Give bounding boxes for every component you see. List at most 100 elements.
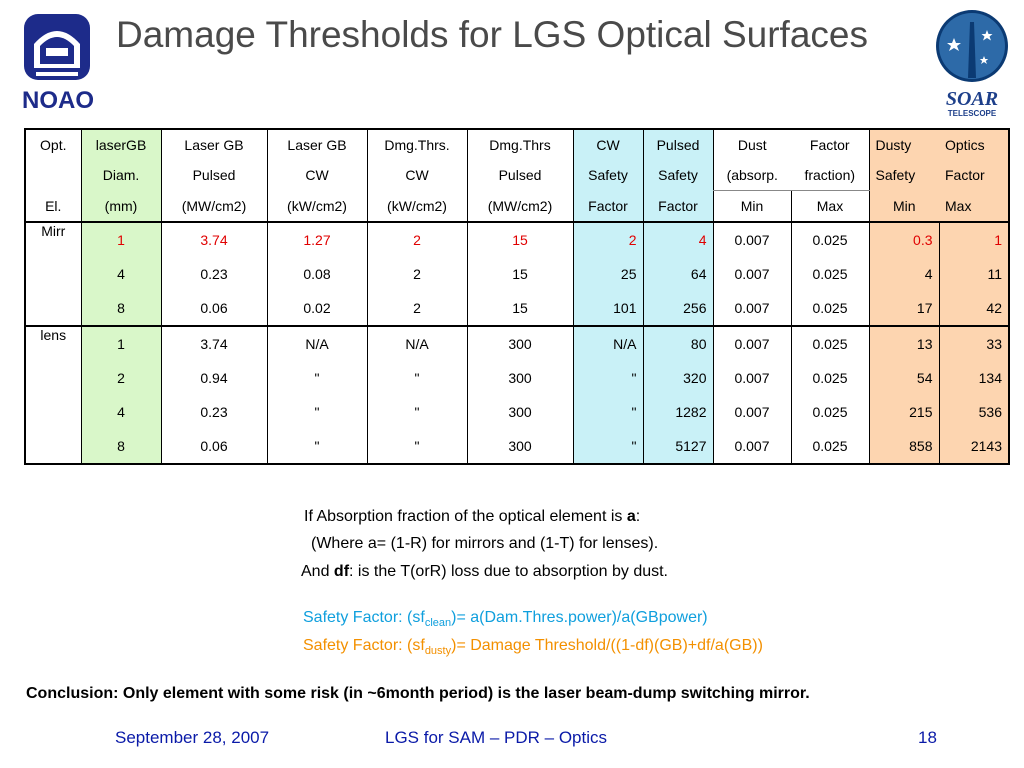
table-cell: 8 <box>80 429 161 465</box>
header-row-3: El. (mm) (MW/cm2) (kW/cm2) (kW/cm2) (MW/… <box>24 190 1010 223</box>
optical-element-label <box>24 361 81 395</box>
header-cell: (kW/cm2) <box>266 190 367 223</box>
header-cell: laserGB <box>80 128 161 160</box>
table-cell: N/A <box>572 326 643 361</box>
header-cell: (MW/cm2) <box>160 190 267 223</box>
table-cell: 11 <box>938 257 1010 291</box>
slide-title: Damage Thresholds for LGS Optical Surfac… <box>116 14 868 55</box>
safety-factor-clean: Safety Factor: (sfclean)= a(Dam.Thres.po… <box>303 609 708 630</box>
table-row: 8 0.06 " " 300 " 5127 0.007 0.025 858 2143 <box>24 429 1010 465</box>
table-cell: 4 <box>868 257 939 291</box>
table-cell: 0.007 <box>712 222 791 257</box>
table-cell: 134 <box>938 361 1010 395</box>
header-cell: Factor <box>572 190 643 223</box>
table-cell: " <box>572 395 643 429</box>
table-cell: 1 <box>80 326 161 361</box>
table-cell: 0.08 <box>266 257 367 291</box>
header-cell: CW <box>572 128 643 160</box>
table-cell: 64 <box>642 257 713 291</box>
table-cell: " <box>366 395 467 429</box>
footer-center: LGS for SAM – PDR – Optics <box>385 728 608 747</box>
table-row: lens 1 3.74 N/A N/A 300 N/A 80 0.007 0.025 13 33 <box>24 326 1010 361</box>
table-cell: 300 <box>466 326 573 361</box>
table-cell: 2 <box>80 361 161 395</box>
header-cell: Laser GB <box>266 128 367 160</box>
table-cell: 101 <box>572 291 643 327</box>
optical-element-label <box>24 257 81 291</box>
table-cell: 4 <box>80 257 161 291</box>
soar-logo-subtext: TELESCOPE <box>948 109 997 118</box>
header-cell: Diam. <box>80 160 161 191</box>
table-cell: " <box>572 361 643 395</box>
table-row: 4 0.23 0.08 2 15 25 64 0.007 0.025 4 11 <box>24 257 1010 291</box>
header-cell: (kW/cm2) <box>366 190 467 223</box>
table-cell: N/A <box>266 326 367 361</box>
header-cell: Factor <box>939 160 1010 191</box>
table-cell: 1 <box>80 222 161 257</box>
header-cell: Factor <box>791 128 869 160</box>
table-cell: 0.025 <box>790 257 869 291</box>
table-cell: 1.27 <box>266 222 367 257</box>
table-cell: 0.007 <box>712 361 791 395</box>
header-cell: (mm) <box>80 190 161 223</box>
table-cell: 25 <box>572 257 643 291</box>
header-cell: Dusty <box>868 128 939 160</box>
header-cell: Laser GB <box>160 128 267 160</box>
table-row: 4 0.23 " " 300 " 1282 0.007 0.025 215 536 <box>24 395 1010 429</box>
table-cell: 0.025 <box>790 395 869 429</box>
table-cell: 2 <box>366 291 467 327</box>
table-cell: 3.74 <box>160 326 267 361</box>
damage-threshold-table: Opt. laserGB Laser GB Laser GB Dmg.Thrs.… <box>24 128 1010 465</box>
table-cell: 536 <box>938 395 1010 429</box>
table-cell: 0.025 <box>790 429 869 465</box>
header-cell: Pulsed <box>160 160 267 191</box>
table-cell: 0.007 <box>712 326 791 361</box>
table-cell: 0.3 <box>868 222 939 257</box>
table-cell: " <box>366 429 467 465</box>
table-cell: 0.06 <box>160 291 267 327</box>
table-cell: 80 <box>642 326 713 361</box>
table-row: Mirr 1 3.74 1.27 2 15 2 4 0.007 0.025 0.3 1 <box>24 222 1010 257</box>
note-absorption: If Absorption fraction of the optical el… <box>304 508 641 525</box>
header-cell: Safety <box>572 160 643 191</box>
header-cell: Pulsed <box>642 128 713 160</box>
header-cell: fraction) <box>791 160 869 191</box>
table-cell: 0.007 <box>712 257 791 291</box>
header-cell: Dmg.Thrs. <box>366 128 467 160</box>
table-cell: N/A <box>366 326 467 361</box>
table-cell: 4 <box>642 222 713 257</box>
table-cell: 3.74 <box>160 222 267 257</box>
noao-logo: NOAO <box>22 14 94 114</box>
header-cell: Dust <box>712 128 791 160</box>
table-cell: 54 <box>868 361 939 395</box>
table-cell: 256 <box>642 291 713 327</box>
table-cell: 2 <box>366 257 467 291</box>
table-cell: 0.007 <box>712 429 791 465</box>
header-cell: (MW/cm2) <box>466 190 573 223</box>
header-cell <box>24 160 81 191</box>
table-cell: 1 <box>938 222 1010 257</box>
soar-logo-text: SOAR <box>946 88 998 110</box>
table-cell: " <box>572 429 643 465</box>
table-cell: 5127 <box>642 429 713 465</box>
table-cell: 0.025 <box>790 291 869 327</box>
header-cell: Opt. <box>24 128 81 160</box>
optical-element-label: Mirr <box>24 222 81 257</box>
optical-element-label <box>24 429 81 465</box>
note-where: (Where a= (1-R) for mirrors and (1-T) fo… <box>311 535 659 552</box>
header-cell: Max <box>790 190 869 223</box>
footer-date: September 28, 2007 <box>115 728 270 747</box>
header-row-2: Diam. Pulsed CW CW Pulsed Safety Safety … <box>24 160 1010 191</box>
table-cell: 17 <box>868 291 939 327</box>
header-row-1: Opt. laserGB Laser GB Laser GB Dmg.Thrs.… <box>24 128 1010 160</box>
header-cell: Min <box>868 190 939 223</box>
optical-element-label <box>24 395 81 429</box>
table-cell: 300 <box>466 361 573 395</box>
table-body: Mirr 1 3.74 1.27 2 15 2 4 0.007 0.025 0.3 1 4 0.23 0.0… <box>24 222 1010 465</box>
table-cell: 300 <box>466 395 573 429</box>
header-cell: Safety <box>868 160 939 191</box>
table-cell: 33 <box>938 326 1010 361</box>
header-cell: Pulsed <box>466 160 573 191</box>
table-cell: 858 <box>868 429 939 465</box>
header-cell: Safety <box>642 160 713 191</box>
